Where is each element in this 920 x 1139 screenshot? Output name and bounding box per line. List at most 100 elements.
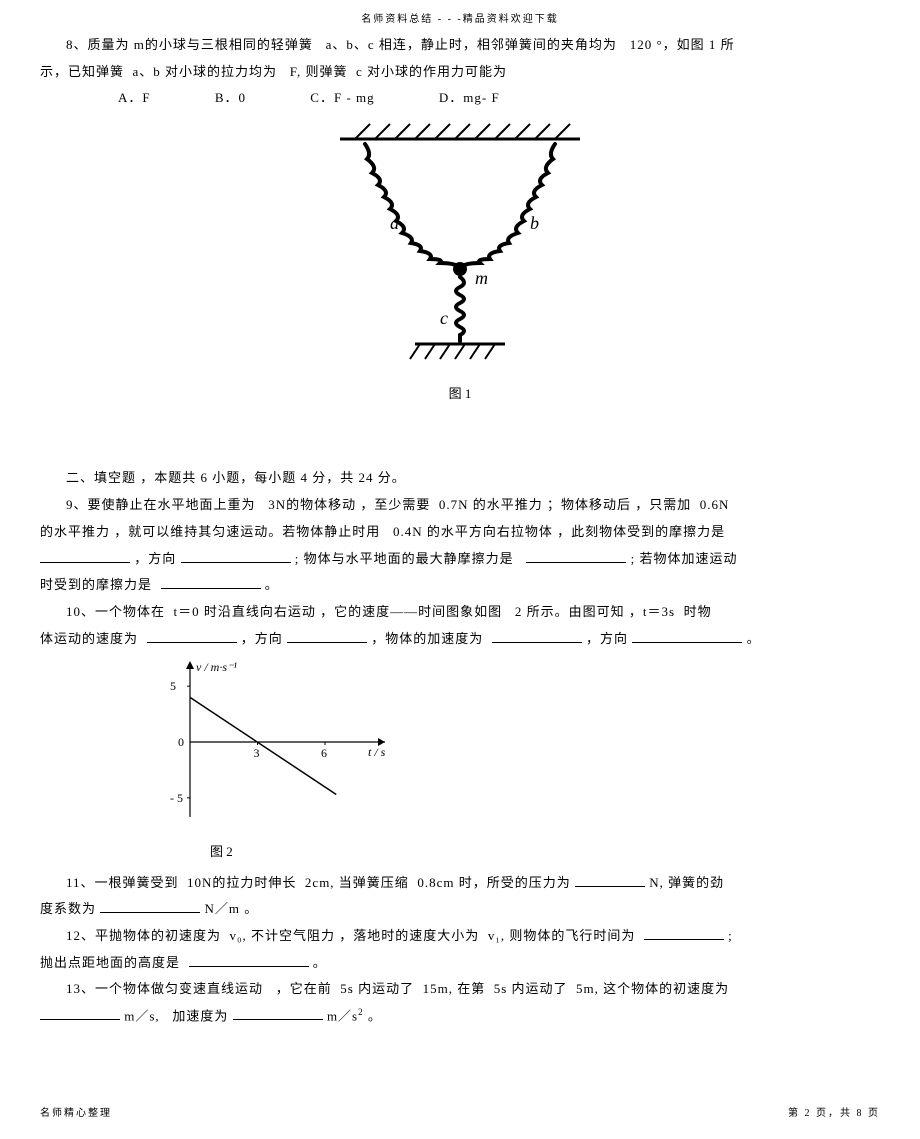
q12-l1d: ;: [728, 928, 733, 943]
q10-l2c: ，物体的加速度为: [371, 631, 483, 646]
q8-optB: B．0: [215, 86, 246, 111]
q12-l1a: 12、平抛物体的初速度为: [66, 928, 221, 943]
q12-blank1: [644, 926, 724, 940]
svg-text:5: 5: [170, 679, 176, 693]
q13-line2: m／s, 加速度为 m／s2 。: [40, 1004, 880, 1029]
q10-l2d: ，方向: [586, 631, 628, 646]
svg-text:- 5: - 5: [170, 791, 183, 805]
svg-text:v / m·s⁻¹: v / m·s⁻¹: [196, 660, 237, 674]
fig1-label-c: c: [440, 308, 448, 328]
q9-line1: 9、要使静止在水平地面上重为 3N的物体移动 ，至少需要 0.7N 的水平推力 …: [40, 493, 880, 518]
q10-blank3: [492, 628, 582, 642]
q9-l1d: 0.6N: [700, 497, 730, 512]
q9-line4: 时受到的摩擦力是 。: [40, 573, 880, 598]
q13-blank1: [40, 1006, 120, 1020]
q8-l2c: F, 则弹簧: [290, 64, 348, 79]
q10-l2b: ，方向: [241, 631, 283, 646]
q13-line1: 13、一个物体做匀变速直线运动 ，它在前 5s 内运动了 15m, 在第 5s …: [40, 977, 880, 1002]
q8-l1d: 120 °，如图 1 所: [630, 37, 735, 52]
q9-l2b: 0.4N 的水平方向右拉物体 ，此刻物体受到的摩擦力是: [393, 524, 725, 539]
q9-l1c: 0.7N 的水平推力 ；物体移动后 ，只需加: [439, 497, 691, 512]
q9-blank3: [526, 548, 626, 562]
q11-l1b: 10N的拉力时伸长: [187, 875, 296, 890]
q13-l1a: 13、一个物体做匀变速直线运动: [66, 981, 263, 996]
fig1-label-m: m: [475, 268, 488, 288]
q13-l2d: 。: [368, 1008, 382, 1023]
q12-line1: 12、平抛物体的初速度为 v₀, 不计空气阻力 ，落地时的速度大小为 v₁, 则…: [40, 924, 880, 949]
q10-l1a: 10、一个物体在: [66, 604, 165, 619]
q10-blank1: [147, 628, 237, 642]
q10-l1d: 时物: [684, 604, 712, 619]
q8-optC: C．F - mg: [310, 86, 374, 111]
q13-l2c: m／s: [327, 1008, 358, 1023]
footer-left: 名师精心整理: [40, 1104, 112, 1123]
q10-blank4: [632, 628, 742, 642]
q11-l1e: N, 弹簧的劲: [649, 875, 724, 890]
q8-l1c: a、b、c 相连，静止时，相邻弹簧间的夹角均为: [326, 37, 617, 52]
q9-l3b: ; 物体与水平地面的最大静摩擦力是: [295, 551, 514, 566]
q9-blank1: [40, 548, 130, 562]
svg-text:3: 3: [254, 746, 260, 760]
q11-line1: 11、一根弹簧受到 10N的拉力时伸长 2cm, 当弹簧压缩 0.8cm 时，所…: [40, 871, 880, 896]
q13-blank2: [233, 1006, 323, 1020]
fig2-caption: 图 2: [210, 840, 880, 865]
page-footer: 名师精心整理 第 2 页，共 8 页: [40, 1104, 880, 1123]
q10-l2a: 体运动的速度为: [40, 631, 138, 646]
q8-l2d: c 对小球的作用力可能为: [356, 64, 507, 79]
q9-blank4: [161, 575, 261, 589]
q9-line2: 的水平推力 ，就可以维持其匀速运动。若物体静止时用 0.4N 的水平方向右拉物体…: [40, 520, 880, 545]
svg-text:t / s: t / s: [368, 745, 386, 759]
q8-l1a: 8、质量为: [66, 37, 130, 52]
q11-l2b: N／m 。: [205, 901, 259, 916]
svg-text:0: 0: [178, 735, 184, 749]
q10-line1: 10、一个物体在 t＝0 时沿直线向右运动 ，它的速度——时间图象如图 2 所示…: [40, 600, 880, 625]
q11-l1d: 0.8cm 时，所受的压力为: [417, 875, 570, 890]
section2-title: 二、填空题 ，本题共 6 小题，每小题 4 分，共 24 分。: [40, 466, 880, 491]
q9-line3: ，方向 ; 物体与水平地面的最大静摩擦力是 ; 若物体加速运动: [40, 547, 880, 572]
q9-l3c: ; 若物体加速运动: [631, 551, 738, 566]
q13-l2b: 加速度为: [172, 1008, 228, 1023]
q9-l4a: 时受到的摩擦力是: [40, 577, 152, 592]
figure-2: v / m·s⁻¹ t / s - 5 0 5 3 6 图 2: [150, 657, 880, 864]
q8-options: A．F B．0 C．F - mg D．mg- F: [118, 86, 880, 111]
q8-line2: 示，已知弹簧 a、b 对小球的拉力均为 F, 则弹簧 c 对小球的作用力可能为: [40, 60, 880, 85]
q11-l1a: 11、一根弹簧受到: [66, 875, 179, 890]
q13-l1c: 5s 内运动了: [340, 981, 414, 996]
q13-l2a: m／s,: [124, 1008, 159, 1023]
fig1-label-b: b: [530, 213, 539, 233]
q9-blank2: [181, 548, 291, 562]
q12-l2a: 抛出点距地面的高度是: [40, 955, 180, 970]
q8-optA: A．F: [118, 86, 151, 111]
figure-1: a b m c 图 1: [40, 119, 880, 406]
fig1-caption: 图 1: [40, 382, 880, 407]
q8-l2b: a、b 对小球的拉力均为: [133, 64, 278, 79]
q9-l1a: 9、要使静止在水平地面上重为: [66, 497, 256, 512]
svg-text:6: 6: [321, 746, 327, 760]
q10-line2: 体运动的速度为 ，方向 ，物体的加速度为 ，方向 。: [40, 627, 880, 652]
q10-l1b: t＝0 时沿直线向右运动 ，它的速度——时间图象如图: [174, 604, 503, 619]
q8-l1b: m的小球与三根相同的轻弹簧: [134, 37, 313, 52]
fig1-label-a: a: [390, 213, 399, 233]
q13-l1d: 15m, 在第: [423, 981, 486, 996]
q12-l2b: 。: [313, 955, 327, 970]
q13-l1b: ，它在前: [276, 981, 332, 996]
q9-l4b: 。: [265, 577, 279, 592]
q11-blank1: [575, 872, 645, 886]
q11-blank2: [100, 899, 200, 913]
q9-l3a: ，方向: [134, 551, 176, 566]
q13-sup2: 2: [358, 1007, 364, 1017]
page-header: 名师资料总结 - - -精品资料欢迎下载: [40, 10, 880, 29]
q10-blank2: [287, 628, 367, 642]
q12-blank2: [189, 952, 309, 966]
q13-l1f: 5m, 这个物体的初速度为: [576, 981, 729, 996]
q11-l2a: 度系数为: [40, 901, 96, 916]
q12-l1b: v₀, 不计空气阻力 ，落地时的速度大小为: [230, 928, 480, 943]
q11-l1c: 2cm, 当弹簧压缩: [305, 875, 409, 890]
q10-l2e: 。: [747, 631, 761, 646]
q9-l1b: 3N的物体移动 ，至少需要: [268, 497, 430, 512]
q8-l2a: 示，已知弹簧: [40, 64, 124, 79]
q12-line2: 抛出点距地面的高度是 。: [40, 951, 880, 976]
q12-l1c: v₁, 则物体的飞行时间为: [488, 928, 636, 943]
q8-optD: D．mg- F: [439, 86, 500, 111]
q10-l1c: 2 所示。由图可知 ，t＝3s: [515, 604, 675, 619]
